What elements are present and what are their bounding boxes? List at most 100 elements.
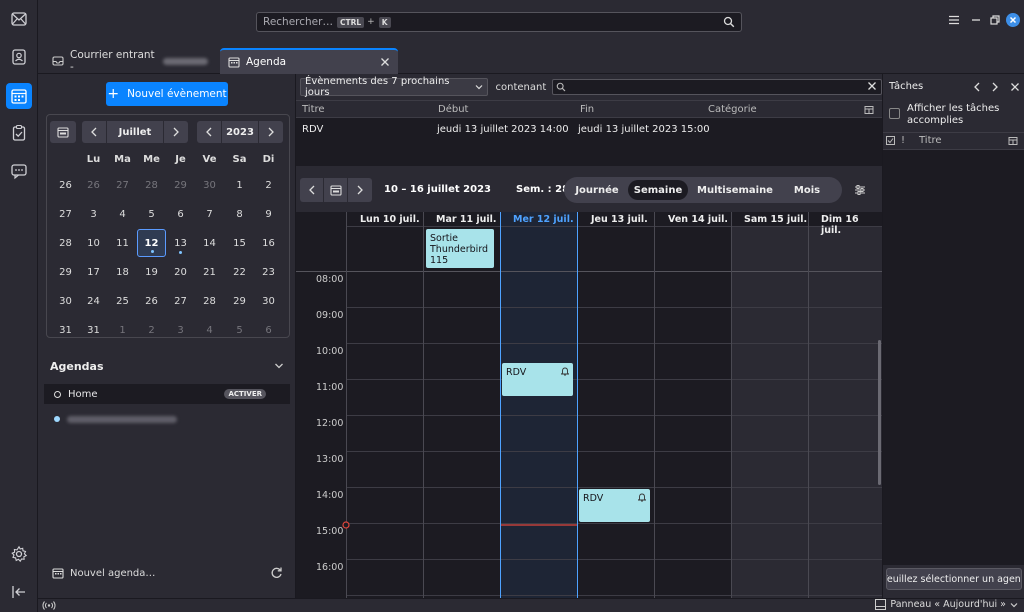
allday-event[interactable]: Sortie Thunderbird 115 bbox=[426, 229, 494, 268]
address-book-icon[interactable] bbox=[6, 44, 32, 70]
day-header-mon[interactable]: Lun 10 juil. bbox=[360, 214, 420, 225]
mini-calendar-day[interactable]: 4 bbox=[206, 324, 213, 336]
priority-column[interactable]: ! bbox=[901, 135, 906, 146]
mini-calendar-day[interactable]: 11 bbox=[116, 237, 129, 249]
today-button[interactable] bbox=[324, 178, 348, 202]
month-label[interactable]: Juillet bbox=[107, 121, 163, 143]
mini-calendar-day[interactable]: 23 bbox=[262, 266, 275, 278]
day-header-thu[interactable]: Jeu 13 juil. bbox=[591, 214, 648, 225]
mini-calendar-day[interactable]: 9 bbox=[265, 208, 272, 220]
mini-calendar-day[interactable]: 25 bbox=[116, 295, 129, 307]
mini-calendar-day[interactable]: 24 bbox=[87, 295, 100, 307]
settings-gear-icon[interactable] bbox=[6, 541, 32, 567]
mini-calendar-day[interactable]: 10 bbox=[87, 237, 100, 249]
tab-calendar[interactable]: Agenda bbox=[220, 48, 398, 74]
calendar-item-account[interactable] bbox=[44, 409, 290, 429]
tasks-icon[interactable] bbox=[6, 120, 32, 146]
previous-month-button[interactable] bbox=[82, 121, 106, 143]
search-icon[interactable] bbox=[723, 16, 735, 28]
calendar-item-home[interactable]: Home ACTIVER bbox=[44, 384, 290, 404]
next-month-button[interactable] bbox=[164, 121, 188, 143]
mini-calendar-day[interactable]: 3 bbox=[177, 324, 184, 336]
enable-calendar-badge[interactable]: ACTIVER bbox=[224, 389, 266, 399]
event-row-title[interactable]: RDV bbox=[302, 124, 324, 135]
mini-calendar-day[interactable]: 26 bbox=[145, 295, 158, 307]
show-completed-tasks-checkbox[interactable]: Afficher les tâches accomplies bbox=[887, 102, 1021, 132]
mini-calendar-day[interactable]: 19 bbox=[145, 266, 158, 278]
refresh-icon[interactable] bbox=[270, 566, 283, 579]
view-month-button[interactable]: Mois bbox=[793, 184, 821, 196]
today-pane-toggle[interactable]: Panneau « Aujourd'hui » bbox=[875, 599, 1018, 610]
mini-calendar-day[interactable]: 30 bbox=[203, 179, 216, 191]
column-picker-icon[interactable] bbox=[864, 105, 874, 115]
close-events-list-icon[interactable] bbox=[867, 81, 877, 91]
mini-calendar-day[interactable]: 2 bbox=[148, 324, 155, 336]
today-calendar-button[interactable] bbox=[50, 121, 76, 143]
day-header-wed-today[interactable]: Mer 12 juil. bbox=[513, 214, 574, 225]
mini-calendar-day[interactable]: 4 bbox=[119, 208, 126, 220]
chevron-down-icon[interactable] bbox=[274, 362, 284, 370]
mini-calendar-day[interactable]: 29 bbox=[174, 179, 187, 191]
mini-calendar-day[interactable]: 29 bbox=[233, 295, 246, 307]
global-search-input[interactable]: Rechercher… CTRL + K bbox=[256, 12, 742, 32]
view-multiweek-button[interactable]: Multisemaine bbox=[697, 184, 773, 196]
app-menu-icon[interactable] bbox=[948, 14, 960, 26]
mini-calendar-day[interactable]: 8 bbox=[236, 208, 243, 220]
calendar-icon[interactable] bbox=[6, 83, 32, 109]
day-header-tue[interactable]: Mar 11 juil. bbox=[436, 214, 497, 225]
event-block-thu[interactable]: RDV bbox=[579, 489, 650, 522]
mini-calendar-day[interactable]: 5 bbox=[148, 208, 155, 220]
mini-calendar-day[interactable]: 20 bbox=[174, 266, 187, 278]
collapse-toolbar-icon[interactable] bbox=[6, 579, 32, 605]
calendar-view-settings-icon[interactable] bbox=[854, 184, 866, 196]
new-event-button[interactable]: + Nouvel évènement bbox=[106, 82, 228, 106]
mini-calendar-day[interactable]: 22 bbox=[233, 266, 246, 278]
select-calendar-button[interactable]: Veuillez sélectionner un agend bbox=[886, 568, 1022, 590]
event-block-wed[interactable]: RDV bbox=[502, 363, 573, 396]
column-start[interactable]: Début bbox=[438, 104, 469, 115]
chat-icon[interactable] bbox=[6, 158, 32, 184]
restore-icon[interactable] bbox=[989, 14, 1001, 26]
day-header-fri[interactable]: Ven 14 juil. bbox=[668, 214, 729, 225]
calendar-color-ring[interactable] bbox=[54, 390, 61, 398]
day-header-sun[interactable]: Dim 16 juil. bbox=[821, 214, 859, 236]
events-search-input[interactable] bbox=[552, 79, 882, 95]
completed-column-icon[interactable] bbox=[886, 136, 895, 145]
mini-calendar-day[interactable]: 13 bbox=[166, 229, 195, 257]
tasks-title-column[interactable]: Titre bbox=[919, 135, 942, 146]
column-picker-icon[interactable] bbox=[1008, 136, 1018, 146]
new-calendar-button[interactable]: Nouvel agenda… bbox=[52, 567, 155, 579]
mini-calendar-day[interactable]: 6 bbox=[265, 324, 272, 336]
close-tab-icon[interactable] bbox=[380, 57, 390, 67]
mini-calendar-day[interactable]: 7 bbox=[206, 208, 213, 220]
mini-calendar-day[interactable]: 17 bbox=[87, 266, 100, 278]
view-week-button[interactable]: Semaine bbox=[628, 180, 688, 200]
mini-calendar-day[interactable]: 1 bbox=[236, 179, 243, 191]
mini-calendar-day[interactable]: 18 bbox=[116, 266, 129, 278]
mini-calendar-day[interactable]: 14 bbox=[203, 237, 216, 249]
tab-inbox[interactable]: Courrier entrant - bbox=[44, 48, 216, 74]
mini-calendar-day[interactable]: 16 bbox=[262, 237, 275, 249]
mini-calendar-day[interactable]: 28 bbox=[203, 295, 216, 307]
year-label[interactable]: 2023 bbox=[222, 121, 258, 143]
previous-week-button[interactable] bbox=[300, 178, 324, 202]
view-day-button[interactable]: Journée bbox=[575, 184, 619, 196]
chevron-right-icon[interactable] bbox=[991, 82, 999, 92]
online-status-icon[interactable] bbox=[42, 600, 56, 611]
mini-calendar-day[interactable]: 21 bbox=[203, 266, 216, 278]
mini-calendar-day[interactable]: 26 bbox=[87, 179, 100, 191]
event-row-start[interactable]: jeudi 13 juillet 2023 14:00 bbox=[437, 124, 569, 135]
previous-year-button[interactable] bbox=[197, 121, 221, 143]
mini-calendar-day[interactable]: 27 bbox=[174, 295, 187, 307]
mini-calendar-day[interactable]: 1 bbox=[119, 324, 126, 336]
day-header-sat[interactable]: Sam 15 juil. bbox=[744, 214, 808, 225]
mini-calendar-day[interactable]: 2 bbox=[265, 179, 272, 191]
mini-calendar-day[interactable]: 6 bbox=[177, 208, 184, 220]
minimize-icon[interactable] bbox=[970, 14, 982, 26]
mini-calendar-day[interactable]: 5 bbox=[236, 324, 243, 336]
mini-calendar-day[interactable]: 28 bbox=[145, 179, 158, 191]
event-row-end[interactable]: jeudi 13 juillet 2023 15:00 bbox=[578, 124, 710, 135]
column-category[interactable]: Catégorie bbox=[708, 104, 757, 115]
mini-calendar-day[interactable]: 30 bbox=[262, 295, 275, 307]
mini-calendar-day[interactable]: 12 bbox=[137, 229, 166, 257]
